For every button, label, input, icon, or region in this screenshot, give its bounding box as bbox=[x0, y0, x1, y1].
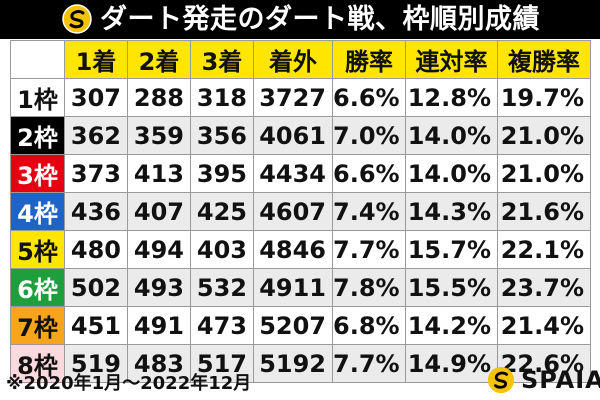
spaia-coin-icon bbox=[62, 4, 92, 34]
frame-label: 7枠 bbox=[10, 306, 65, 345]
table-cell: 491 bbox=[127, 306, 191, 345]
table-cell: 473 bbox=[190, 306, 254, 345]
table-cell: 14.0% bbox=[405, 116, 498, 155]
frame-label: 8枠 bbox=[10, 344, 65, 383]
table-cell: 356 bbox=[190, 116, 254, 155]
results-table: 1着 2着 3着 着外 勝率 連対率 複勝率 1枠 307 288 318 3727 6.… bbox=[10, 40, 591, 383]
table-cell: 3727 bbox=[253, 78, 333, 117]
table-cell: 6.6% bbox=[332, 154, 406, 193]
frame-label: 5枠 bbox=[10, 230, 65, 269]
table-cell: 413 bbox=[127, 154, 191, 193]
table-cell: 403 bbox=[190, 230, 254, 269]
header-cell: 複勝率 bbox=[497, 40, 591, 79]
table-row: 1枠 307 288 318 3727 6.6% 12.8% 19.7% bbox=[10, 78, 591, 117]
table-cell: 307 bbox=[64, 78, 128, 117]
table-cell: 7.4% bbox=[332, 192, 406, 231]
table-cell: 21.0% bbox=[497, 116, 591, 155]
table-cell: 6.6% bbox=[332, 78, 406, 117]
table-cell: 21.4% bbox=[497, 306, 591, 345]
table-cell: 288 bbox=[127, 78, 191, 117]
table-cell: 407 bbox=[127, 192, 191, 231]
table-cell: 425 bbox=[190, 192, 254, 231]
table-cell: 7.0% bbox=[332, 116, 406, 155]
table-cell: 4434 bbox=[253, 154, 333, 193]
table-cell: 22.1% bbox=[497, 230, 591, 269]
header-corner bbox=[10, 40, 65, 79]
table-cell: 519 bbox=[64, 344, 128, 383]
header-cell: 2着 bbox=[127, 40, 191, 79]
table-cell: 494 bbox=[127, 230, 191, 269]
table-cell: 7.8% bbox=[332, 268, 406, 307]
table-cell: 14.2% bbox=[405, 306, 498, 345]
table-cell: 4061 bbox=[253, 116, 333, 155]
table-cell: 14.9% bbox=[405, 344, 498, 383]
frame-label: 4枠 bbox=[10, 192, 65, 231]
page-title: ダート発走のダート戦、枠順別成績 bbox=[100, 4, 540, 35]
header-cell: 着外 bbox=[253, 40, 333, 79]
header-row: 1着 2着 3着 着外 勝率 連対率 複勝率 bbox=[10, 40, 591, 79]
header-cell: 3着 bbox=[190, 40, 254, 79]
brand-name: SPAIA bbox=[521, 366, 600, 394]
period-footnote: ※2020年1月〜2022年12月 bbox=[6, 373, 252, 394]
table-cell: 4846 bbox=[253, 230, 333, 269]
table-cell: 493 bbox=[127, 268, 191, 307]
table-cell: 19.7% bbox=[497, 78, 591, 117]
brand-logo: SPAIA bbox=[487, 364, 600, 396]
table-cell: 483 bbox=[127, 344, 191, 383]
frame-label: 3枠 bbox=[10, 154, 65, 193]
frame-label: 6枠 bbox=[10, 268, 65, 307]
header-cell: 勝率 bbox=[332, 40, 406, 79]
table-cell: 480 bbox=[64, 230, 128, 269]
table-row: 6枠 502 493 532 4911 7.8% 15.5% 23.7% bbox=[10, 268, 591, 307]
table-cell: 6.8% bbox=[332, 306, 406, 345]
table-cell: 21.0% bbox=[497, 154, 591, 193]
table-cell: 359 bbox=[127, 116, 191, 155]
frame-label: 2枠 bbox=[10, 116, 65, 155]
frame-label: 1枠 bbox=[10, 78, 65, 117]
table-cell: 22.6% bbox=[497, 344, 591, 383]
table-cell: 15.5% bbox=[405, 268, 498, 307]
table-cell: 14.3% bbox=[405, 192, 498, 231]
table-row: 4枠 436 407 425 4607 7.4% 14.3% 21.6% bbox=[10, 192, 591, 231]
table-row: 7枠 451 491 473 5207 6.8% 14.2% 21.4% bbox=[10, 306, 591, 345]
table-cell: 4607 bbox=[253, 192, 333, 231]
table-cell: 21.6% bbox=[497, 192, 591, 231]
table-cell: 12.8% bbox=[405, 78, 498, 117]
table-cell: 517 bbox=[190, 344, 254, 383]
table-row: 5枠 480 494 403 4846 7.7% 15.7% 22.1% bbox=[10, 230, 591, 269]
table-row: 3枠 373 413 395 4434 6.6% 14.0% 21.0% bbox=[10, 154, 591, 193]
table-cell: 373 bbox=[64, 154, 128, 193]
table-cell: 4911 bbox=[253, 268, 333, 307]
table-cell: 502 bbox=[64, 268, 128, 307]
spaia-coin-icon bbox=[487, 366, 515, 394]
header-cell: 連対率 bbox=[405, 40, 498, 79]
table-cell: 451 bbox=[64, 306, 128, 345]
table-row: 2枠 362 359 356 4061 7.0% 14.0% 21.0% bbox=[10, 116, 591, 155]
table-cell: 7.7% bbox=[332, 230, 406, 269]
table-cell: 395 bbox=[190, 154, 254, 193]
table-cell: 532 bbox=[190, 268, 254, 307]
table-cell: 362 bbox=[64, 116, 128, 155]
table-cell: 5192 bbox=[253, 344, 333, 383]
table-cell: 436 bbox=[64, 192, 128, 231]
table-cell: 14.0% bbox=[405, 154, 498, 193]
header-cell: 1着 bbox=[64, 40, 128, 79]
table-cell: 7.7% bbox=[332, 344, 406, 383]
table-cell: 15.7% bbox=[405, 230, 498, 269]
table-row: 8枠 519 483 517 5192 7.7% 14.9% 22.6% bbox=[10, 344, 591, 383]
table-cell: 5207 bbox=[253, 306, 333, 345]
table-cell: 23.7% bbox=[497, 268, 591, 307]
title-bar: ダート発走のダート戦、枠順別成績 bbox=[0, 0, 600, 39]
table-cell: 318 bbox=[190, 78, 254, 117]
